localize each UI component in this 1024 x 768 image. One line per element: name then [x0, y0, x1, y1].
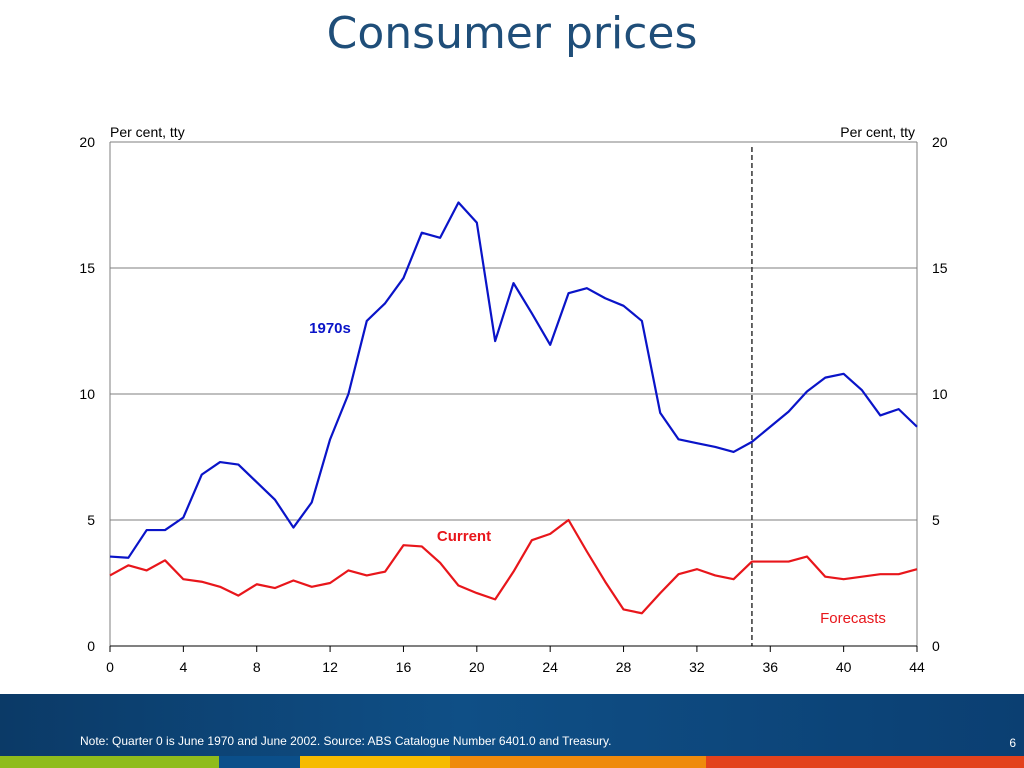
x-tick-20: 20 — [469, 659, 485, 675]
footer-bar: Note: Quarter 0 is June 1970 and June 20… — [0, 694, 1024, 756]
y-tick-right-0: 0 — [932, 638, 940, 654]
y-tick-left-15: 15 — [79, 260, 95, 276]
y-tick-right-20: 20 — [932, 134, 948, 150]
x-tick-32: 32 — [689, 659, 705, 675]
y-tick-left-10: 10 — [79, 386, 95, 402]
x-tick-0: 0 — [106, 659, 114, 675]
x-tick-28: 28 — [616, 659, 632, 675]
y-tick-left-20: 20 — [79, 134, 95, 150]
footer-stripe-red — [706, 756, 1024, 768]
x-tick-12: 12 — [322, 659, 338, 675]
y-tick-right-15: 15 — [932, 260, 948, 276]
page-number: 6 — [1009, 736, 1016, 750]
x-tick-44: 44 — [909, 659, 925, 675]
footer-stripe-orange — [450, 756, 706, 768]
y-tick-right-10: 10 — [932, 386, 948, 402]
footer-stripe-yellow — [300, 756, 450, 768]
series-label-current: Current — [437, 528, 491, 545]
x-tick-4: 4 — [179, 659, 187, 675]
x-tick-8: 8 — [253, 659, 261, 675]
y-unit-left: Per cent, tty — [110, 124, 185, 140]
footer-stripe-blue — [219, 756, 300, 768]
y-tick-left-0: 0 — [87, 638, 95, 654]
x-tick-16: 16 — [396, 659, 412, 675]
series-line-1970s — [109, 201, 918, 559]
forecasts-label: Forecasts — [820, 610, 886, 627]
x-tick-40: 40 — [836, 659, 852, 675]
y-tick-right-5: 5 — [932, 512, 940, 528]
y-unit-right: Per cent, tty — [840, 124, 915, 140]
y-tick-left-5: 5 — [87, 512, 95, 528]
series-line-current — [109, 518, 918, 615]
series-label-1970s: 1970s — [309, 320, 351, 337]
slide-title: Consumer prices — [326, 8, 698, 59]
x-tick-36: 36 — [762, 659, 778, 675]
x-tick-24: 24 — [542, 659, 558, 675]
source-note: Note: Quarter 0 is June 1970 and June 20… — [80, 734, 612, 748]
footer-stripe-green — [0, 756, 219, 768]
